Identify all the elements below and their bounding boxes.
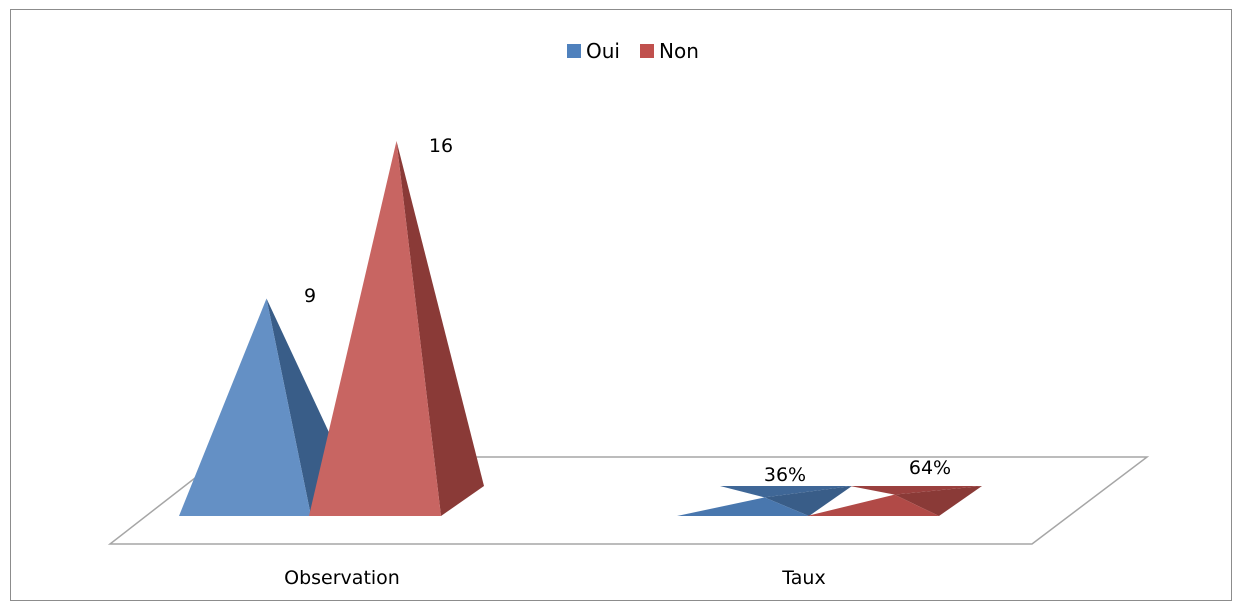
category-label-taux: Taux <box>781 567 825 589</box>
data-label-non-taux: 64% <box>909 457 951 479</box>
pyramid-side-non-observation <box>396 141 484 516</box>
category-label-observation: Observation <box>284 567 400 589</box>
data-label-oui-taux: 36% <box>764 464 806 486</box>
pyramid-top-non-taux <box>850 486 982 495</box>
pyramid-front-oui-taux <box>677 497 809 516</box>
pyramid-side-non-taux <box>894 486 982 516</box>
data-label-oui-observation: 9 <box>304 285 316 307</box>
pyramid-front-oui-observation <box>179 298 311 516</box>
pyramid-top-oui-taux <box>720 486 852 498</box>
pyramid-front-non-observation <box>309 141 441 516</box>
pyramid-side-oui-taux <box>764 486 852 516</box>
legend: Oui Non <box>567 39 699 63</box>
legend-swatch-non <box>640 44 654 58</box>
pyramid-marks <box>179 141 982 516</box>
legend-swatch-oui <box>567 44 581 58</box>
pyramid-front-non-taux <box>807 494 939 516</box>
legend-label-non: Non <box>659 39 699 63</box>
legend-label-oui: Oui <box>586 39 620 63</box>
data-label-non-observation: 16 <box>429 135 453 157</box>
